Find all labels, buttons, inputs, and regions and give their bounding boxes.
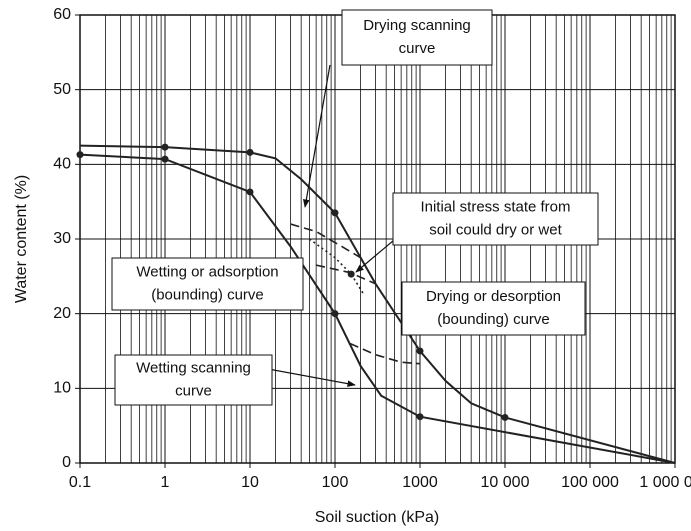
annotation-text: soil could dry or wet	[429, 221, 562, 238]
x-tick-label: 0.1	[69, 474, 91, 491]
x-tick-label: 10 000	[481, 474, 530, 491]
annotation-arrow	[303, 64, 331, 208]
y-tick-label: 50	[53, 81, 71, 98]
curve	[349, 342, 421, 365]
annotation-text: (bounding) curve	[437, 311, 550, 328]
x-tick-label: 100 000	[561, 474, 619, 491]
annotation-text: Drying scanning	[363, 17, 471, 34]
y-tick-label: 30	[53, 230, 71, 247]
point	[246, 148, 254, 156]
point	[161, 155, 169, 163]
point	[347, 270, 355, 278]
y-tick-label: 10	[53, 380, 71, 397]
point	[246, 188, 254, 196]
annotation-text: Initial stress state from	[420, 198, 570, 215]
y-tick-label: 20	[53, 305, 71, 322]
annotation-text: Drying or desorption	[426, 288, 561, 305]
annotation-box	[392, 192, 599, 246]
y-tick-label: 40	[53, 156, 71, 173]
annotation-box	[114, 354, 273, 406]
annotation-text: Wetting or adsorption	[136, 263, 278, 280]
annotation-text: curve	[175, 382, 212, 399]
point	[331, 209, 339, 217]
curve	[308, 238, 365, 296]
x-tick-label: 1 000 000	[639, 474, 691, 491]
y-tick-label: 0	[62, 454, 71, 471]
point	[331, 310, 339, 318]
annotation-box	[341, 9, 493, 66]
x-tick-label: 10	[241, 474, 259, 491]
x-tick-label: 1000	[402, 474, 438, 491]
curve	[79, 144, 676, 464]
point	[501, 413, 509, 421]
x-tick-label: 1	[161, 474, 170, 491]
annotation-text: Wetting scanning	[136, 359, 251, 376]
annotation-box	[401, 281, 586, 336]
point	[416, 413, 424, 421]
x-tick-label: 100	[322, 474, 349, 491]
point	[76, 151, 84, 159]
point	[161, 143, 169, 151]
y-tick-label: 60	[53, 6, 71, 23]
y-axis-title: Water content (%)	[13, 175, 30, 303]
annotation-text: curve	[399, 40, 436, 57]
annotation-text: (bounding) curve	[151, 286, 264, 303]
annotation-box	[111, 257, 304, 311]
x-axis-title: Soil suction (kPa)	[315, 509, 440, 526]
point	[416, 347, 424, 355]
